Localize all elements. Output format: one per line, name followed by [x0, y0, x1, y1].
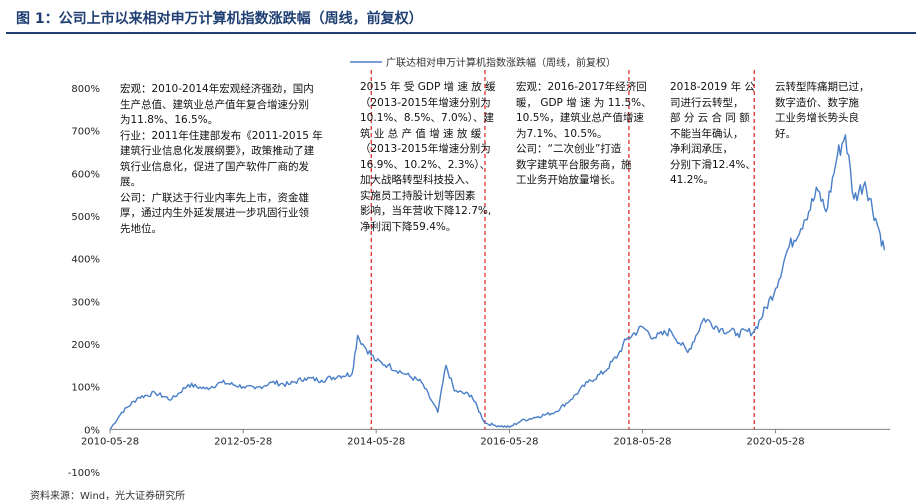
y-tick-label: 100%	[71, 383, 100, 394]
annotation-paragraph: 行业：2011年住建部发布《2011-2015 年 建筑行业信息化发展纲要》，政…	[120, 129, 323, 189]
y-tick-label: 800%	[71, 84, 100, 95]
y-axis: 800% 700% 600% 500% 400% 300% 200% 100% 0% -100%	[68, 84, 100, 479]
annotation-2015: 2015 年 受 GDP 增 速 放 缓 （2013-2015年增速分别为 10…	[360, 80, 510, 235]
legend: 广联达相对申万计算机指数涨跌幅（周线，前复权）	[350, 56, 616, 69]
figure-title-bar: 图 1：公司上市以来相对申万计算机指数涨跌幅（周线，前复权）	[6, 2, 916, 34]
x-tick-label: 2014-05-28	[347, 436, 405, 447]
annotation-paragraph: 宏观：2016-2017年经济回 暖， GDP 增 速 为 11.5%、 10.…	[516, 81, 652, 140]
x-axis: 2010-05-28 2012-05-28 2014-05-28 2016-05-28…	[81, 428, 890, 447]
annotation-paragraph: 公司：“二次创业”打造 数字建筑平台服务商，施 工业务开始放量增长。	[516, 143, 632, 186]
x-tick-label: 2010-05-28	[81, 436, 139, 447]
series-group	[109, 134, 886, 430]
annotation-paragraph: 2018-2019 年 公 司进行云转型， 部 分 云 合 同 额 不能当年确认…	[670, 81, 756, 186]
legend-label: 广联达相对申万计算机指数涨跌幅（周线，前复权）	[386, 56, 616, 69]
annotation-paragraph: 2015 年 受 GDP 增 速 放 缓 （2013-2015年增速分别为 10…	[360, 81, 496, 233]
period-dividers	[370, 70, 755, 430]
annotation-2010-2014: 宏观：2010-2014年宏观经济强劲，国内 生产总值、建筑业总产值年复合增速分…	[120, 82, 345, 237]
y-tick-label: -100%	[68, 468, 100, 479]
y-tick-label: 600%	[71, 169, 100, 180]
x-tick-label: 2018-05-28	[613, 436, 671, 447]
x-tick-label: 2016-05-28	[480, 436, 538, 447]
y-tick-label: 0%	[84, 425, 100, 436]
source-note: 资料来源：Wind，光大证券研究所	[30, 491, 186, 502]
annotation-paragraph: 云转型阵痛期已过， 数字造价、数字施 工业务增长势头良 好。	[775, 81, 870, 140]
y-tick-label: 300%	[71, 297, 100, 308]
annotation-2020-onward: 云转型阵痛期已过， 数字造价、数字施 工业务增长势头良 好。	[775, 80, 895, 142]
series-line	[109, 134, 886, 430]
x-tick-label: 2012-05-28	[214, 436, 272, 447]
y-tick-label: 500%	[71, 212, 100, 223]
y-tick-label: 200%	[71, 340, 100, 351]
annotation-paragraph: 公司：广联达于行业内率先上市，资金雄 厚，通过内生外延发展进一步巩固行业领 先地…	[120, 191, 309, 235]
annotation-2018-2019: 2018-2019 年 公 司进行云转型， 部 分 云 合 同 额 不能当年确认…	[670, 80, 760, 189]
annotation-paragraph: 宏观：2010-2014年宏观经济强劲，国内 生产总值、建筑业总产值年复合增速分…	[120, 83, 314, 126]
y-tick-label: 700%	[71, 127, 100, 138]
annotation-2016-2017: 宏观：2016-2017年经济回 暖， GDP 增 速 为 11.5%、 10.…	[516, 80, 658, 189]
y-tick-label: 400%	[71, 255, 100, 266]
x-tick-label: 2020-05-28	[747, 436, 805, 447]
figure-title: 图 1：公司上市以来相对申万计算机指数涨跌幅（周线，前复权）	[16, 11, 423, 27]
